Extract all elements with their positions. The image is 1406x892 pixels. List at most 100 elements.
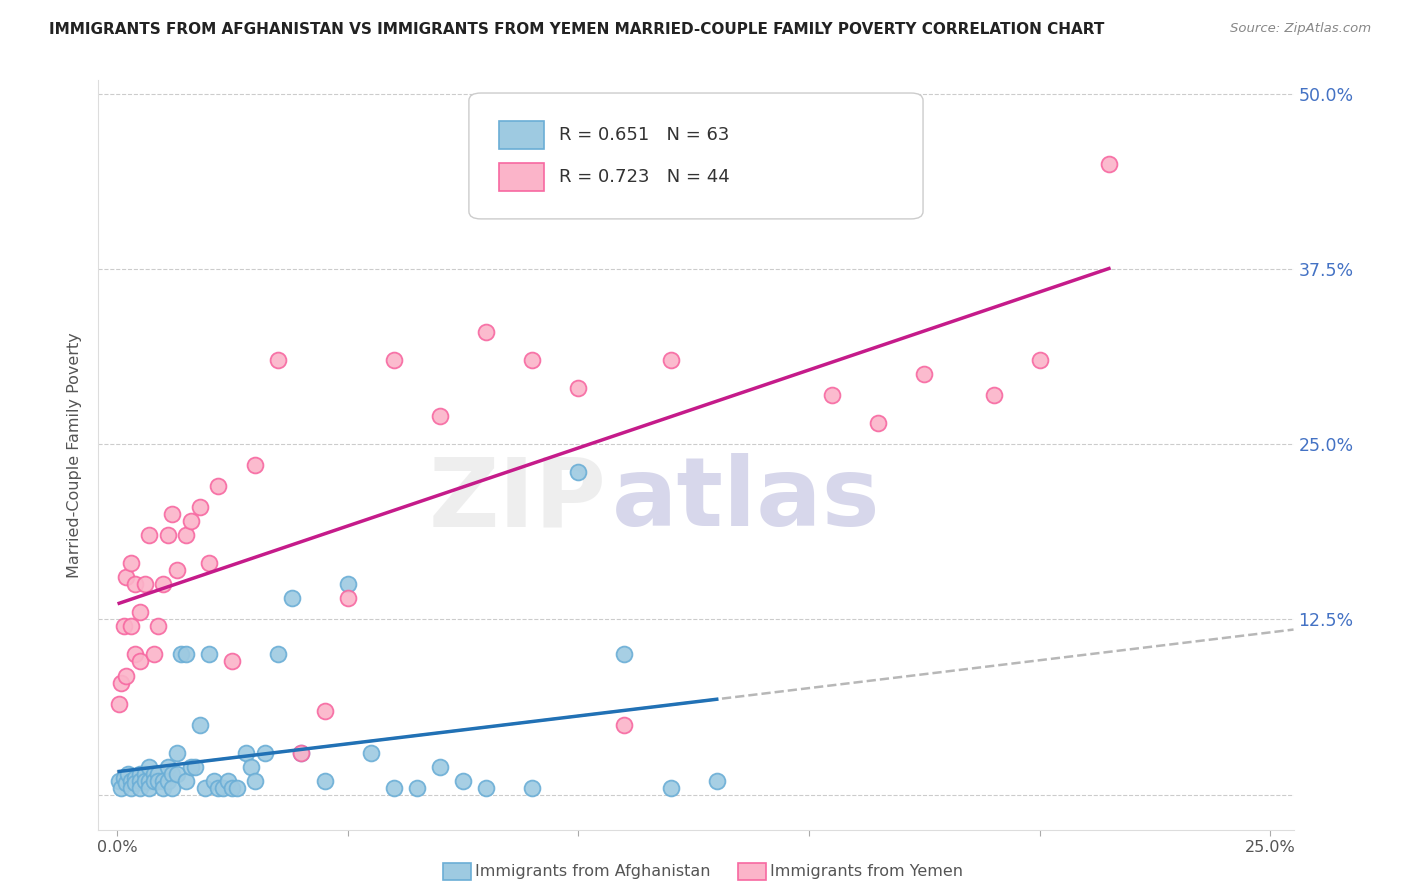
Point xyxy=(108,773,131,788)
Point xyxy=(360,746,382,760)
Point xyxy=(120,557,142,571)
Point xyxy=(198,648,221,662)
Point xyxy=(110,780,132,795)
Point xyxy=(382,780,405,795)
Point xyxy=(912,368,935,382)
Point xyxy=(138,759,160,773)
Point xyxy=(520,780,543,795)
Point xyxy=(202,773,225,788)
Point xyxy=(475,326,498,340)
Point xyxy=(129,780,152,795)
Point xyxy=(124,577,146,591)
Point xyxy=(520,353,543,368)
Point xyxy=(142,773,165,788)
Point xyxy=(152,780,174,795)
Point xyxy=(983,388,1005,402)
Text: Immigrants from Afghanistan: Immigrants from Afghanistan xyxy=(475,864,710,879)
Text: Immigrants from Yemen: Immigrants from Yemen xyxy=(770,864,963,879)
Point xyxy=(567,381,589,395)
Point xyxy=(267,648,290,662)
Point xyxy=(120,780,142,795)
Point xyxy=(659,353,682,368)
Point xyxy=(115,668,138,682)
Point xyxy=(659,780,682,795)
Point xyxy=(138,780,160,795)
Point xyxy=(451,773,474,788)
Point xyxy=(129,655,152,669)
Point xyxy=(166,564,188,578)
Point xyxy=(1028,353,1050,368)
Point xyxy=(221,780,243,795)
Point xyxy=(821,388,844,402)
Point xyxy=(134,577,156,591)
Point xyxy=(152,577,174,591)
Point xyxy=(134,766,156,780)
Point xyxy=(225,780,247,795)
Point xyxy=(613,717,636,731)
Point xyxy=(336,577,359,591)
Point xyxy=(108,697,131,711)
Point xyxy=(162,766,184,780)
Text: IMMIGRANTS FROM AFGHANISTAN VS IMMIGRANTS FROM YEMEN MARRIED-COUPLE FAMILY POVER: IMMIGRANTS FROM AFGHANISTAN VS IMMIGRANT… xyxy=(49,22,1105,37)
Point xyxy=(475,780,498,795)
Text: ZIP: ZIP xyxy=(429,453,606,547)
FancyBboxPatch shape xyxy=(499,162,544,191)
Point xyxy=(429,409,451,424)
Text: R = 0.723   N = 44: R = 0.723 N = 44 xyxy=(558,168,730,186)
Point xyxy=(245,773,267,788)
Point xyxy=(166,746,188,760)
Point xyxy=(212,780,235,795)
Point xyxy=(148,766,170,780)
Point xyxy=(156,773,179,788)
Point xyxy=(207,780,229,795)
Point xyxy=(567,466,589,480)
Point xyxy=(152,773,174,788)
Point xyxy=(868,417,890,431)
Point xyxy=(129,606,152,620)
Point xyxy=(166,766,188,780)
Point xyxy=(1098,157,1121,171)
Point xyxy=(180,759,202,773)
Point xyxy=(253,746,276,760)
FancyBboxPatch shape xyxy=(499,120,544,149)
Point xyxy=(162,508,184,522)
Point xyxy=(120,619,142,633)
Text: R = 0.651   N = 63: R = 0.651 N = 63 xyxy=(558,126,728,144)
Point xyxy=(188,717,211,731)
Point xyxy=(217,773,239,788)
Point xyxy=(148,773,170,788)
Point xyxy=(314,704,336,718)
Point xyxy=(117,766,139,780)
Point xyxy=(267,353,290,368)
Point xyxy=(120,773,142,788)
Point xyxy=(405,780,427,795)
Point xyxy=(336,591,359,606)
Text: atlas: atlas xyxy=(613,453,882,547)
Point xyxy=(124,771,146,785)
Y-axis label: Married-Couple Family Poverty: Married-Couple Family Poverty xyxy=(67,332,83,578)
Point xyxy=(112,771,135,785)
Point xyxy=(314,773,336,788)
Point xyxy=(112,619,135,633)
Point xyxy=(142,648,165,662)
Point xyxy=(207,479,229,493)
Point xyxy=(613,648,636,662)
Point xyxy=(221,655,243,669)
Point xyxy=(193,780,215,795)
Point xyxy=(429,759,451,773)
Point xyxy=(174,648,197,662)
Point xyxy=(235,746,257,760)
Point xyxy=(156,759,179,773)
Point xyxy=(138,773,160,788)
Point xyxy=(180,515,202,529)
Point xyxy=(706,773,728,788)
Point xyxy=(382,353,405,368)
Point xyxy=(198,557,221,571)
Point xyxy=(752,199,775,213)
Point xyxy=(156,528,179,542)
Point xyxy=(170,648,193,662)
Point xyxy=(124,648,146,662)
Point xyxy=(138,528,160,542)
Point xyxy=(129,766,152,780)
Point xyxy=(184,759,207,773)
